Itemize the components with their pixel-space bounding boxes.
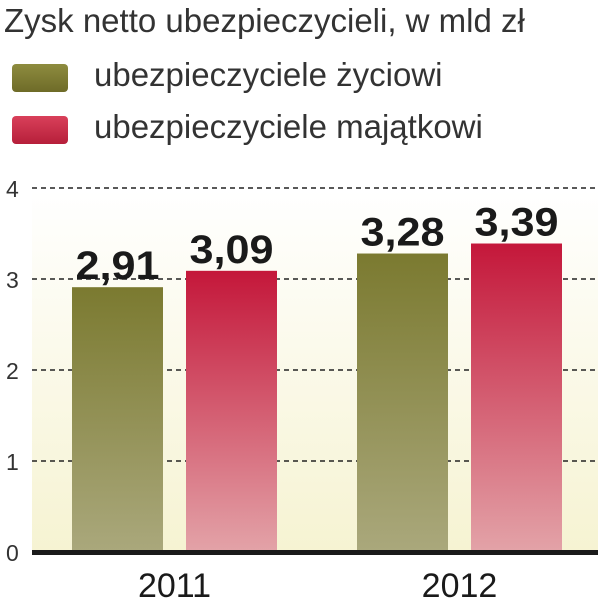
legend-label-life-insurers: ubezpieczyciele życiowi xyxy=(94,56,443,93)
chart-title: Zysk netto ubezpieczycieli, w mld zł xyxy=(4,2,525,39)
legend-label-property-insurers: ubezpieczyciele majątkowi xyxy=(94,108,483,145)
bar-life-2012 xyxy=(357,253,448,552)
bar-property-2012 xyxy=(471,243,562,552)
x-axis-line xyxy=(32,550,598,555)
data-label-property-2011: 3,09 xyxy=(190,228,274,272)
data-label-property-2012: 3,39 xyxy=(475,201,559,245)
bar-property-2011 xyxy=(186,270,277,552)
y-tick-label-2: 2 xyxy=(6,358,19,384)
data-label-life-2011: 2,91 xyxy=(76,244,160,288)
y-tick-label-0: 0 xyxy=(6,540,19,566)
y-tick-label-3: 3 xyxy=(6,267,19,293)
x-tick-label-2012: 2012 xyxy=(422,567,498,605)
y-tick-label-1: 1 xyxy=(6,449,19,475)
y-tick-label-4: 4 xyxy=(6,176,19,202)
data-label-life-2012: 3,28 xyxy=(361,211,445,255)
bar-life-2011 xyxy=(72,287,163,552)
legend-swatch-life-insurers xyxy=(12,64,68,92)
x-tick-label-2011: 2011 xyxy=(138,567,211,605)
legend-swatch-property-insurers xyxy=(12,116,68,144)
